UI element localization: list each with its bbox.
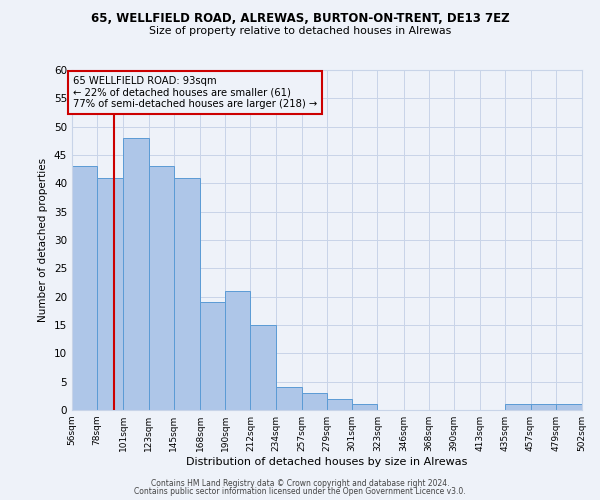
Bar [530, 404, 556, 410]
Bar [327, 398, 352, 410]
Bar [225, 291, 250, 410]
Bar [124, 138, 149, 410]
Text: Contains public sector information licensed under the Open Government Licence v3: Contains public sector information licen… [134, 487, 466, 496]
Bar [302, 393, 327, 410]
Bar [275, 388, 302, 410]
Bar [174, 178, 200, 410]
Bar [97, 178, 124, 410]
Bar [200, 302, 225, 410]
Bar [149, 166, 174, 410]
Text: 65, WELLFIELD ROAD, ALREWAS, BURTON-ON-TRENT, DE13 7EZ: 65, WELLFIELD ROAD, ALREWAS, BURTON-ON-T… [91, 12, 509, 26]
Bar [556, 404, 582, 410]
Bar [72, 166, 97, 410]
Text: Contains HM Land Registry data © Crown copyright and database right 2024.: Contains HM Land Registry data © Crown c… [151, 478, 449, 488]
Bar [505, 404, 530, 410]
Bar [250, 325, 275, 410]
Bar [352, 404, 377, 410]
Text: Size of property relative to detached houses in Alrewas: Size of property relative to detached ho… [149, 26, 451, 36]
Text: 65 WELLFIELD ROAD: 93sqm
← 22% of detached houses are smaller (61)
77% of semi-d: 65 WELLFIELD ROAD: 93sqm ← 22% of detach… [73, 76, 317, 109]
X-axis label: Distribution of detached houses by size in Alrewas: Distribution of detached houses by size … [187, 457, 467, 467]
Y-axis label: Number of detached properties: Number of detached properties [38, 158, 49, 322]
